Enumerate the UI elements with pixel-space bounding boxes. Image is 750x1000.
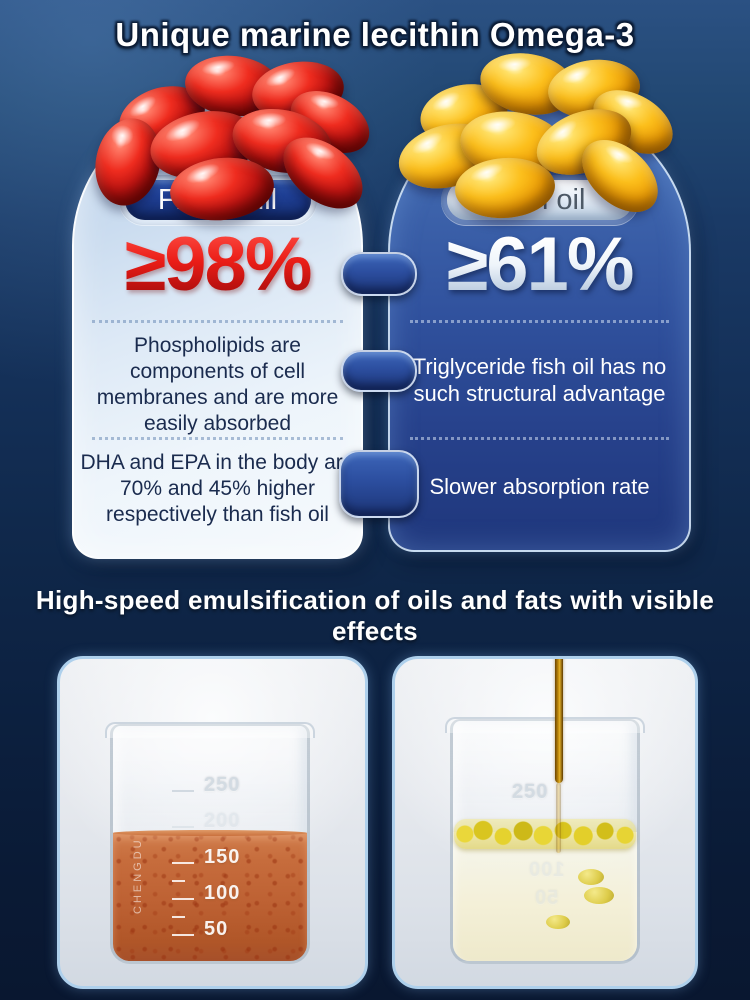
beaker: CHENGDU 250 200 150 100 50: [105, 722, 315, 964]
connector-capsule-bottom: [339, 450, 419, 518]
oil-droplet: [584, 887, 614, 904]
scale-label-50: 50: [204, 918, 229, 940]
oil-droplet: [546, 915, 570, 929]
divider: [410, 320, 669, 323]
scale-tick: [172, 790, 194, 792]
floating-oil-layer: [454, 819, 636, 849]
scale-tick: [172, 898, 194, 900]
oil-stream: [555, 659, 563, 783]
scale-tick: [172, 826, 194, 828]
scale-tick: [172, 862, 194, 864]
scale-label-250: 250: [204, 774, 241, 796]
connector-capsule-middle: [341, 350, 417, 392]
divider: [92, 437, 343, 440]
connector-capsule-top: [341, 252, 417, 296]
beaker: 250 100 50: [445, 717, 645, 964]
scale-tick: [172, 916, 185, 918]
oil-stream-submerged: [556, 783, 561, 853]
oil-droplet: [578, 869, 604, 885]
krill-emulsion-photo: CHENGDU 250 200 150 100 50: [57, 656, 368, 989]
scale-tick: [172, 880, 185, 882]
scale-label-250: 250: [512, 781, 549, 803]
emulsified-liquid: [113, 830, 307, 961]
scale-label-200: 200: [204, 810, 241, 832]
fish-percent: ≥61%: [390, 227, 689, 303]
divider: [410, 437, 669, 440]
scale-label-100-mirrored: 100: [528, 859, 565, 881]
krill-point-1: Phospholipids are components of cell mem…: [96, 334, 339, 436]
scale-label-50-mirrored: 50: [534, 887, 559, 909]
krill-percent: ≥98%: [74, 227, 361, 303]
fish-point-1: Triglyceride fish oil has no such struct…: [412, 354, 667, 407]
page-title: Unique marine lecithin Omega-3: [115, 16, 635, 53]
scale-tick: [172, 934, 194, 936]
fish-oil-pour-photo: 250 100 50: [392, 656, 698, 989]
krill-point-2: DHA and EPA in the body are 70% and 45% …: [80, 451, 355, 527]
emulsion-heading: High-speed emulsification of oils and fa…: [35, 585, 715, 646]
beaker-brand-text: CHENGDU: [132, 837, 144, 914]
fish-point-2: Slower absorption rate: [429, 474, 650, 499]
scale-label-150: 150: [204, 846, 241, 868]
scale-label-100: 100: [204, 882, 241, 904]
divider: [92, 320, 343, 323]
